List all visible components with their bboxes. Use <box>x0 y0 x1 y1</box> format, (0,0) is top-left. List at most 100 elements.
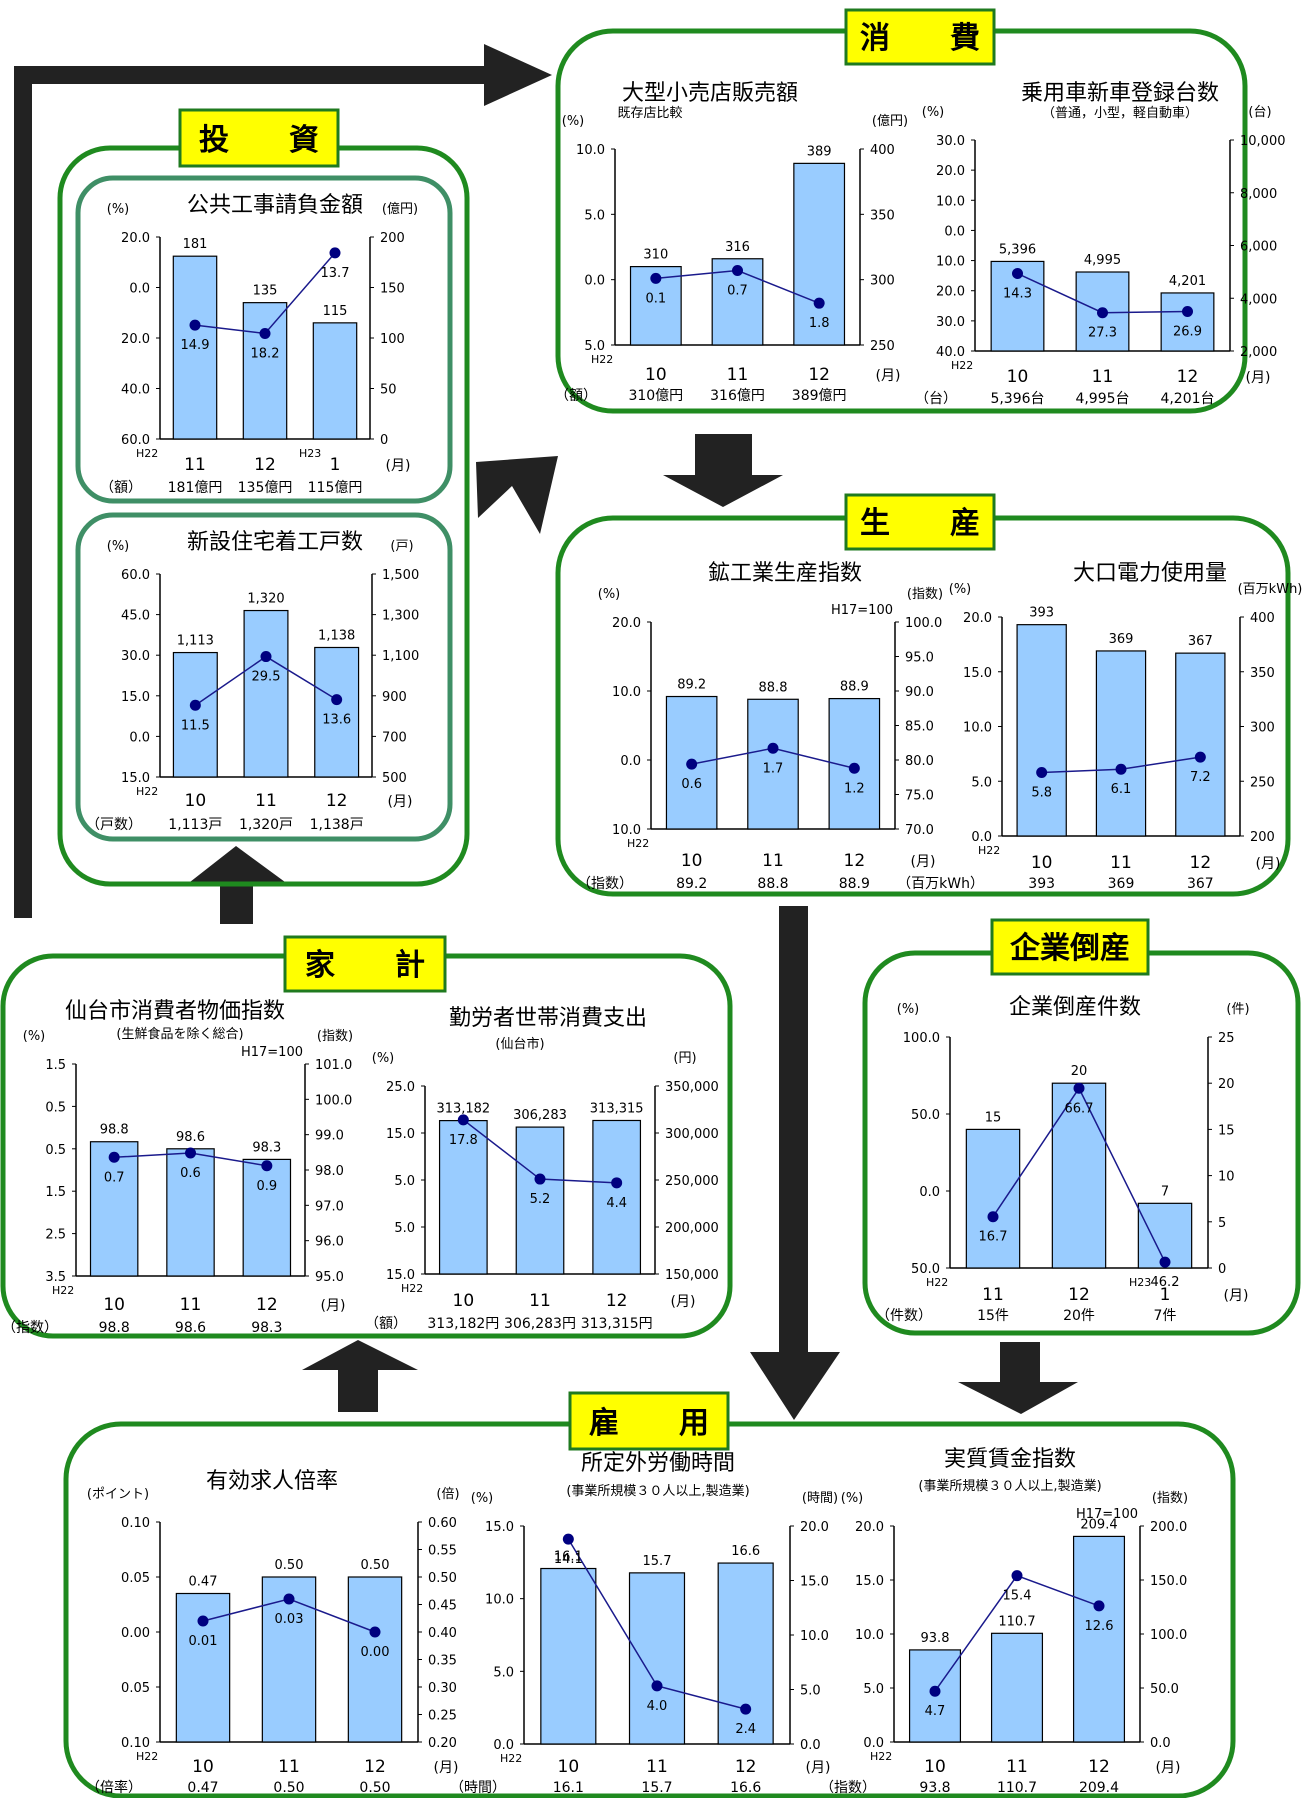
job_ratio-right-tick-label: 0.60 <box>428 1516 457 1531</box>
iip-right-tick-label: 80.0 <box>905 754 934 769</box>
wage-month-unit: (月) <box>1156 1760 1181 1776</box>
cars-right-tick-label: 4,000 <box>1240 292 1277 307</box>
cpi-footer-value: 98.3 <box>251 1320 282 1336</box>
bankruptcy-right-tick-label: 15 <box>1218 1123 1235 1138</box>
housing-point <box>331 694 343 706</box>
overtime-left-unit: (%) <box>471 1491 494 1506</box>
bankruptcy-left-tick-label: 0.0 <box>919 1185 940 1200</box>
power-point <box>1036 766 1048 778</box>
job_ratio-point <box>197 1615 209 1627</box>
retail-bar <box>793 162 846 346</box>
bankruptcy-era-label: H22 <box>926 1276 948 1289</box>
overtime-right-tick-label: 20.0 <box>800 1520 829 1535</box>
cars-point <box>1097 307 1108 319</box>
power-bar-label: 367 <box>1188 634 1213 649</box>
overtime-bar <box>717 1562 774 1745</box>
iip-right-tick-label: 90.0 <box>905 685 934 700</box>
retail-right-unit: (億円) <box>872 113 908 129</box>
cpi-bar <box>89 1141 139 1277</box>
power-bar-label: 393 <box>1029 606 1054 621</box>
cpi-point <box>108 1151 120 1163</box>
bankruptcy-category-label: 11 <box>982 1285 1004 1305</box>
public_works-left-tick-label: 60.0 <box>121 433 150 448</box>
cpi-bar-label: 98.6 <box>176 1130 205 1145</box>
cpi-point-label: 0.9 <box>256 1179 277 1194</box>
public_works-point-label: 13.7 <box>321 266 350 281</box>
public_works-era-label: H22 <box>136 447 158 460</box>
job_ratio-category-label: 11 <box>278 1757 300 1777</box>
retail-right-tick-label: 250 <box>870 339 895 354</box>
retail-bar-label: 310 <box>643 248 668 263</box>
power-category-label: 10 <box>1031 853 1053 873</box>
spending-point-label: 5.2 <box>530 1192 551 1207</box>
retail-month-unit: (月) <box>876 368 901 384</box>
overtime-left-tick-label: 5.0 <box>493 1665 514 1680</box>
job_ratio-left-tick-label: 0.10 <box>121 1736 150 1751</box>
cars-left-tick-label: 20.0 <box>936 164 965 179</box>
retail-subtitle: 既存店比較 <box>617 106 682 121</box>
household-title: 家 計 <box>283 935 447 993</box>
public_works-left-tick-label: 40.0 <box>121 383 150 398</box>
cpi-footer-label: （指数） <box>2 1320 58 1336</box>
wage-category-label: 10 <box>924 1757 946 1777</box>
wage-point <box>1011 1570 1023 1582</box>
job_ratio-month-unit: (月) <box>434 1760 459 1776</box>
iip-bar-label: 89.2 <box>677 678 706 693</box>
flow-arrow-consumption-to-production <box>663 434 783 507</box>
spending-category-label: 10 <box>453 1291 475 1311</box>
overtime-point <box>740 1703 752 1715</box>
power-month-unit: (月) <box>1256 856 1281 872</box>
cars-left-tick-label: 40.0 <box>936 345 965 360</box>
cpi-left-tick-label: 3.5 <box>45 1270 66 1285</box>
wage-bar-label: 110.7 <box>998 1614 1035 1629</box>
cars-left-unit: (%) <box>922 105 945 120</box>
cars-left-tick-label: 20.0 <box>936 285 965 300</box>
job_ratio-left-tick-label: 0.05 <box>121 1571 150 1586</box>
housing-point-label: 29.5 <box>252 670 281 685</box>
retail-right-tick-label: 300 <box>870 274 895 289</box>
public_works-bar-label: 135 <box>253 284 278 299</box>
retail-point <box>732 265 743 277</box>
public_works-chart: 公共工事請負金額(%) (億円)20.00.020.040.060.0200150… <box>100 193 418 496</box>
job_ratio-chart: 有効求人倍率 (ポイント) (倍) 0.10 0.05 0.00 0.05 0.10 0.60 0… <box>86 1469 460 1796</box>
public_works-title: 公共工事請負金額 <box>187 193 363 218</box>
power-point-label: 5.8 <box>1031 785 1052 800</box>
overtime-point-label: 4.0 <box>647 1699 668 1714</box>
overtime-right-tick-label: 5.0 <box>800 1684 821 1699</box>
spending-footer-value: 313,315円 <box>581 1316 653 1332</box>
public_works-right-tick-label: 100 <box>380 332 405 347</box>
retail-point <box>813 297 825 309</box>
iip-point-label: 0.6 <box>681 777 702 792</box>
overtime-title: 所定外労働時間 <box>581 1451 735 1476</box>
bankruptcy-title: 企業倒産 <box>990 918 1150 976</box>
cars-left-tick-label: 0.0 <box>944 224 965 239</box>
job_ratio-era-label: H22 <box>136 1750 158 1763</box>
power-right-unit: (百万kWh) <box>1238 582 1303 597</box>
cpi-footer-value: 98.8 <box>99 1320 130 1336</box>
wage-point-label: 15.4 <box>1003 1589 1032 1604</box>
cpi-category-label: 11 <box>180 1295 202 1315</box>
overtime-category-label: 10 <box>558 1757 580 1777</box>
production-title-text: 生 産 <box>860 506 980 541</box>
retail-point-label: 0.7 <box>727 284 748 299</box>
iip-era-label: H22 <box>627 837 649 850</box>
retail-title: 大型小売店販売額 <box>622 81 798 106</box>
public_works-month-unit: (月) <box>386 458 411 474</box>
overtime-point <box>651 1680 663 1692</box>
spending-left-tick-label: 5.0 <box>394 1174 415 1189</box>
housing-era-label: H22 <box>136 785 158 798</box>
public_works-point <box>259 327 271 339</box>
housing-chart: 新設住宅着工戸数 (%) (戸) 60.0 45.0 30.0 15.0 0.0 15.0 1,5… <box>86 530 419 833</box>
housing-month-unit: (月) <box>388 794 413 810</box>
wage-category-label: 12 <box>1088 1757 1110 1777</box>
cpi-right-tick-label: 97.0 <box>315 1199 344 1214</box>
job_ratio-bar-label: 0.50 <box>361 1558 390 1573</box>
iip-left-unit: (%) <box>598 587 621 602</box>
housing-title: 新設住宅着工戸数 <box>187 530 363 555</box>
power-left-tick-label: 5.0 <box>971 775 992 790</box>
cars-category-label: 11 <box>1092 367 1114 387</box>
wage-left-tick-label: 20.0 <box>855 1520 884 1535</box>
job_ratio-left-unit: (ポイント) <box>87 1487 149 1502</box>
power-right-tick-label: 250 <box>1250 775 1275 790</box>
